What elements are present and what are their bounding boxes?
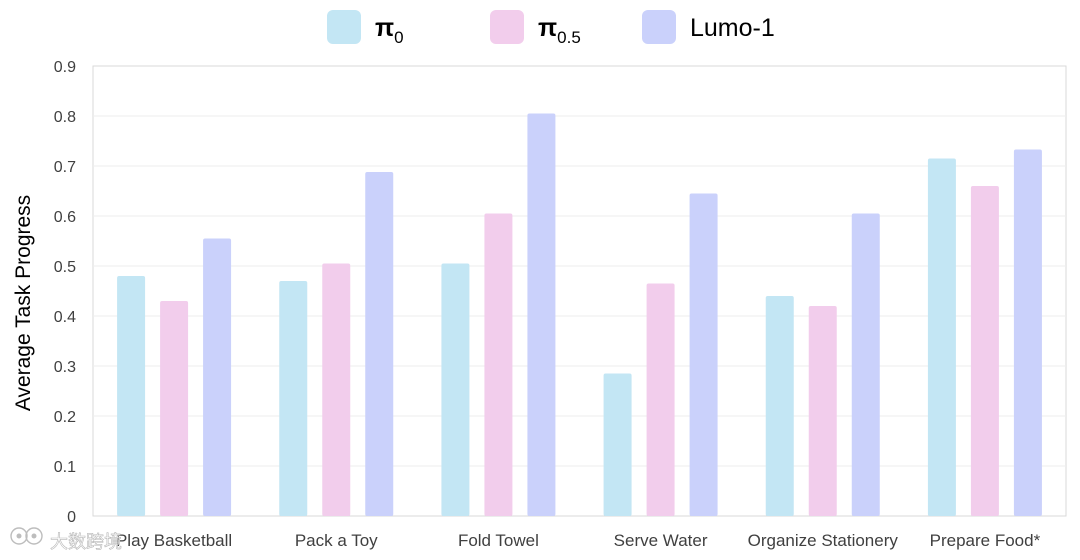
plot-frame [92, 65, 1067, 517]
x-tick-label: Serve Water [614, 531, 708, 550]
legend-swatch [490, 10, 524, 44]
bar-pi-0.5-1 [322, 263, 351, 516]
y-tick-label: 0.8 [54, 109, 76, 126]
bars [117, 113, 1042, 516]
y-tick-label: 0.2 [54, 409, 76, 426]
bar-pi-0-3 [603, 373, 632, 516]
y-axis-ticks: 0 0.1 0.2 0.3 0.4 0.5 0.6 0.7 0.8 0.9 [54, 59, 76, 526]
bar-lumo-1-4 [851, 213, 880, 516]
watermark-text: 大数跨境 [50, 532, 122, 553]
x-tick-label: Fold Towel [458, 531, 539, 550]
y-tick-label: 0.6 [54, 209, 76, 226]
y-tick-label: 0.4 [54, 309, 76, 326]
bar-pi-0-2 [441, 263, 470, 516]
bar-pi-0-0 [117, 276, 146, 516]
x-tick-label: Prepare Food* [930, 531, 1041, 550]
bar-pi-0.5-2 [484, 213, 513, 516]
bar-pi-0.5-3 [646, 283, 675, 516]
y-tick-label: 0.9 [54, 59, 76, 76]
bar-lumo-1-3 [689, 193, 718, 516]
legend-swatch [642, 10, 676, 44]
gridlines [92, 65, 1067, 517]
legend-label: Lumo-1 [690, 14, 775, 42]
y-tick-label: 0 [67, 509, 76, 526]
y-tick-label: 0.5 [54, 259, 76, 276]
y-tick-label: 0.1 [54, 459, 76, 476]
bar-pi-0-1 [279, 281, 308, 516]
legend: π0 π0.5 Lumo-1 [327, 10, 775, 47]
watermark-logo-icon [10, 527, 43, 545]
bar-pi-0.5-4 [808, 306, 837, 516]
x-tick-label: Organize Stationery [748, 531, 899, 550]
bar-pi-0.5-0 [160, 301, 189, 516]
bar-pi-0.5-5 [970, 186, 999, 516]
watermark: 大数跨境 [10, 527, 122, 553]
bar-pi-0-4 [765, 296, 794, 516]
legend-swatch [327, 10, 361, 44]
legend-label: π0 [375, 14, 404, 47]
bar-lumo-1-5 [1013, 149, 1042, 516]
bar-lumo-1-0 [203, 238, 232, 516]
x-tick-label: Pack a Toy [295, 531, 378, 550]
x-axis-ticks: Play Basketball Pack a Toy Fold Towel Serve… [116, 531, 1041, 550]
legend-label: π0.5 [538, 14, 581, 47]
x-tick-label: Play Basketball [116, 531, 232, 550]
y-tick-label: 0.3 [54, 359, 76, 376]
bar-lumo-1-1 [365, 172, 394, 516]
y-axis-label: Average Task Progress [12, 195, 35, 411]
bar-lumo-1-2 [527, 113, 556, 516]
bar-pi-0-5 [927, 158, 956, 516]
y-tick-label: 0.7 [54, 159, 76, 176]
